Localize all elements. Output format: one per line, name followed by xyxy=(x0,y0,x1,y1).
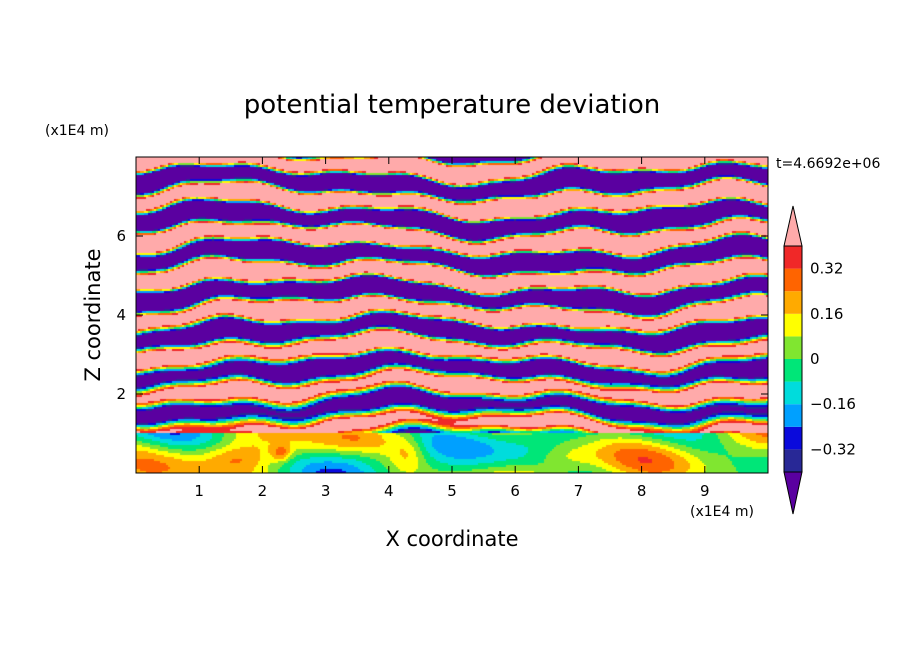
x-tick-label: 8 xyxy=(637,482,647,500)
colorbar-band xyxy=(784,336,802,359)
colorbar-band xyxy=(784,359,802,382)
colorbar-band xyxy=(784,404,802,427)
colorbar-band xyxy=(784,268,802,292)
x-tick-label: 9 xyxy=(700,482,710,500)
colorbar-band xyxy=(784,426,802,450)
heatmap-raster xyxy=(136,157,768,473)
colorbar-band xyxy=(784,449,802,472)
colorbar-tick-label: 0.16 xyxy=(810,305,843,323)
y-axis-unit: (x1E4 m) xyxy=(45,123,109,139)
y-tick-label: 2 xyxy=(116,385,126,403)
heatmap-field xyxy=(136,157,768,473)
x-tick-label: 1 xyxy=(194,482,204,500)
x-tick-label: 2 xyxy=(258,482,268,500)
colorbar-band xyxy=(784,291,802,314)
colorbar-band xyxy=(784,381,802,405)
colorbar-band xyxy=(784,313,802,337)
y-axis-title: Z coordinate xyxy=(81,248,105,381)
colorbar-extend-bottom xyxy=(783,471,803,515)
colorbar-extend-top xyxy=(783,205,803,247)
colorbar-tick-label: 0.32 xyxy=(810,260,843,278)
x-axis-ticks: 1 2 3 4 5 6 7 8 9 xyxy=(194,157,710,500)
x-tick-label: 4 xyxy=(384,482,394,500)
time-label: t=4.6692e+06 xyxy=(776,156,880,172)
colorbar-band xyxy=(784,246,802,269)
x-axis-unit: (x1E4 m) xyxy=(690,504,754,520)
colorbar-frame xyxy=(783,245,803,473)
colorbar-tick-label: −0.16 xyxy=(810,395,856,413)
y-tick-label: 6 xyxy=(116,227,126,245)
chart-title: potential temperature deviation xyxy=(244,90,660,120)
x-tick-label: 3 xyxy=(321,482,331,500)
x-axis-title: X coordinate xyxy=(385,527,518,551)
colorbar: 0.32 0.16 0 −0.16 −0.32 xyxy=(783,205,856,515)
x-tick-label: 5 xyxy=(447,482,457,500)
colorbar-tick-label: −0.32 xyxy=(810,440,856,458)
colorbar-tick-label: 0 xyxy=(810,350,820,368)
y-tick-label: 4 xyxy=(116,306,126,324)
x-tick-label: 7 xyxy=(574,482,584,500)
x-tick-label: 6 xyxy=(510,482,520,500)
y-axis-ticks: 2 4 6 xyxy=(116,227,768,403)
